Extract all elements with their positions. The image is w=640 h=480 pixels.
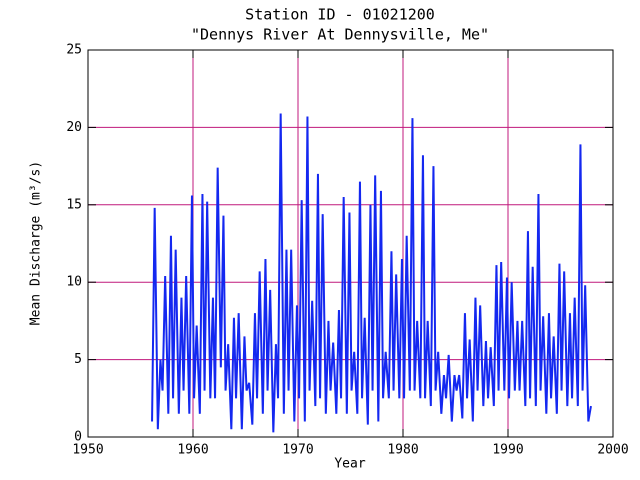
x-tick-label: 1970 (282, 443, 313, 458)
x-tick-label: 1990 (492, 443, 523, 458)
chart-title: Station ID - 01021200 (245, 6, 435, 24)
x-tick-label: 1960 (177, 443, 208, 458)
y-tick-label: 25 (66, 43, 82, 58)
x-axis-label: Year (334, 457, 365, 472)
y-tick-label: 0 (74, 430, 82, 445)
x-tick-label: 1950 (72, 443, 103, 458)
y-axis-label: Mean Discharge (m³/s) (29, 161, 44, 325)
x-tick-label: 1980 (387, 443, 418, 458)
data-line (151, 113, 592, 433)
y-tick-label: 10 (66, 275, 82, 290)
x-tick-label: 2000 (597, 443, 628, 458)
chart-subtitle: "Dennys River At Dennysville, Me" (191, 26, 489, 44)
plot-frame (87, 49, 614, 438)
y-tick-label: 20 (66, 120, 82, 135)
y-tick-label: 15 (66, 197, 82, 212)
y-tick-label: 5 (74, 352, 82, 367)
